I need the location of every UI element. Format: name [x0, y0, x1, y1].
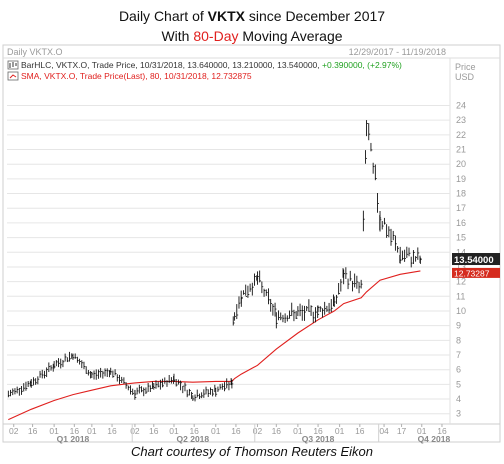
x-tick-label: 16: [149, 426, 159, 436]
last-price-tag-text: 13.54000: [454, 255, 494, 266]
chart-title: Daily Chart of VKTX since December 2017: [0, 6, 504, 26]
chart-title-block: Daily Chart of VKTX since December 2017 …: [0, 6, 504, 46]
y-tick-label: 7: [456, 350, 461, 360]
last-price-tag: [452, 253, 500, 266]
x-tick-label: 04: [379, 426, 389, 436]
x-quarter-label: Q3 2018: [302, 434, 335, 444]
y-tick-label: 20: [456, 159, 466, 169]
x-tick-label: 16: [189, 426, 199, 436]
x-tick-label: 16: [28, 426, 38, 436]
panel-date-range: 12/29/2017 - 11/19/2018: [349, 47, 446, 57]
x-tick-label: 16: [355, 426, 365, 436]
y-tick-label: 15: [456, 233, 466, 243]
panel-frame: [2, 44, 501, 443]
x-tick-label: 16: [437, 426, 447, 436]
x-tick-label: 01: [293, 426, 303, 436]
y-tick-label: 3: [456, 409, 461, 419]
sma-line: [8, 270, 421, 421]
y-tick-label: 23: [456, 115, 466, 125]
x-tick-label: 02: [130, 426, 140, 436]
title-suffix: since December 2017: [244, 8, 386, 24]
x-tick-label: 01: [335, 426, 345, 436]
legend-row-price: BarHLC, VKTX.O, Trade Price, 10/31/2018,…: [7, 60, 402, 70]
y-tick-label: 11: [456, 291, 465, 301]
x-tick-label: 16: [272, 426, 282, 436]
x-quarter-label: Q4 2018: [418, 434, 451, 444]
y-tick-label: 21: [456, 145, 466, 155]
y-tick-label: 24: [456, 100, 466, 110]
x-tick-label: 01: [211, 426, 221, 436]
line-icon: [7, 71, 19, 81]
x-tick-label: 01: [169, 426, 179, 436]
panel-name: Daily VKTX.O: [7, 47, 63, 57]
y-tick-label: 17: [456, 203, 466, 213]
y-tick-label: 22: [456, 130, 466, 140]
y-axis-currency: Price: [455, 62, 476, 72]
x-tick-label: 02: [9, 426, 19, 436]
y-tick-label: 4: [456, 394, 461, 404]
legend-sma-text: SMA, VKTX.O, Trade Price(Last), 80, 10/3…: [21, 71, 252, 81]
line-icon-glyph: [9, 74, 17, 79]
chart-courtesy: Chart courtesy of Thomson Reuters Eikon: [130, 444, 374, 459]
x-tick-label: 16: [70, 426, 80, 436]
subtitle-highlight: 80-Day: [193, 28, 239, 44]
y-tick-label: 14: [456, 247, 466, 257]
y-tick-label: 16: [456, 218, 466, 228]
y-tick-label: 12: [456, 277, 466, 287]
chart-subtitle: With 80-Day Moving Average: [0, 26, 504, 46]
y-tick-label: 8: [456, 335, 461, 345]
y-tick-label: 10: [456, 306, 466, 316]
x-quarter-label: Q1 2018: [57, 434, 90, 444]
sma-price-tag-text: 12.73287: [454, 268, 490, 278]
x-tick-label: 01: [87, 426, 97, 436]
x-tick-label: 16: [107, 426, 117, 436]
y-axis-unit: USD: [455, 72, 475, 82]
y-tick-label: 6: [456, 365, 461, 375]
title-prefix: Daily Chart of: [118, 8, 208, 24]
y-tick-label: 19: [456, 174, 466, 184]
x-tick-label: 02: [253, 426, 263, 436]
x-tick-label: 01: [49, 426, 59, 436]
x-quarter-label: Q2 2018: [177, 434, 210, 444]
y-tick-label: 18: [456, 189, 466, 199]
x-tick-label: 17: [397, 426, 407, 436]
x-tick-label: 16: [231, 426, 241, 436]
x-tick-label: 01: [417, 426, 427, 436]
subtitle-prefix: With: [161, 28, 194, 44]
title-ticker: VKTX: [207, 8, 245, 24]
subtitle-suffix: Moving Average: [238, 28, 343, 44]
legend-row-sma: SMA, VKTX.O, Trade Price(Last), 80, 10/3…: [7, 71, 252, 81]
sma-price-tag: [452, 267, 500, 278]
y-tick-label: 9: [456, 321, 461, 331]
y-tick-label: 5: [456, 379, 461, 389]
x-tick-label: 16: [313, 426, 323, 436]
legend-price-text: BarHLC, VKTX.O, Trade Price, 10/31/2018,…: [21, 60, 402, 70]
bar-icon-glyph: [9, 62, 17, 68]
y-tick-label: 13: [456, 262, 466, 272]
